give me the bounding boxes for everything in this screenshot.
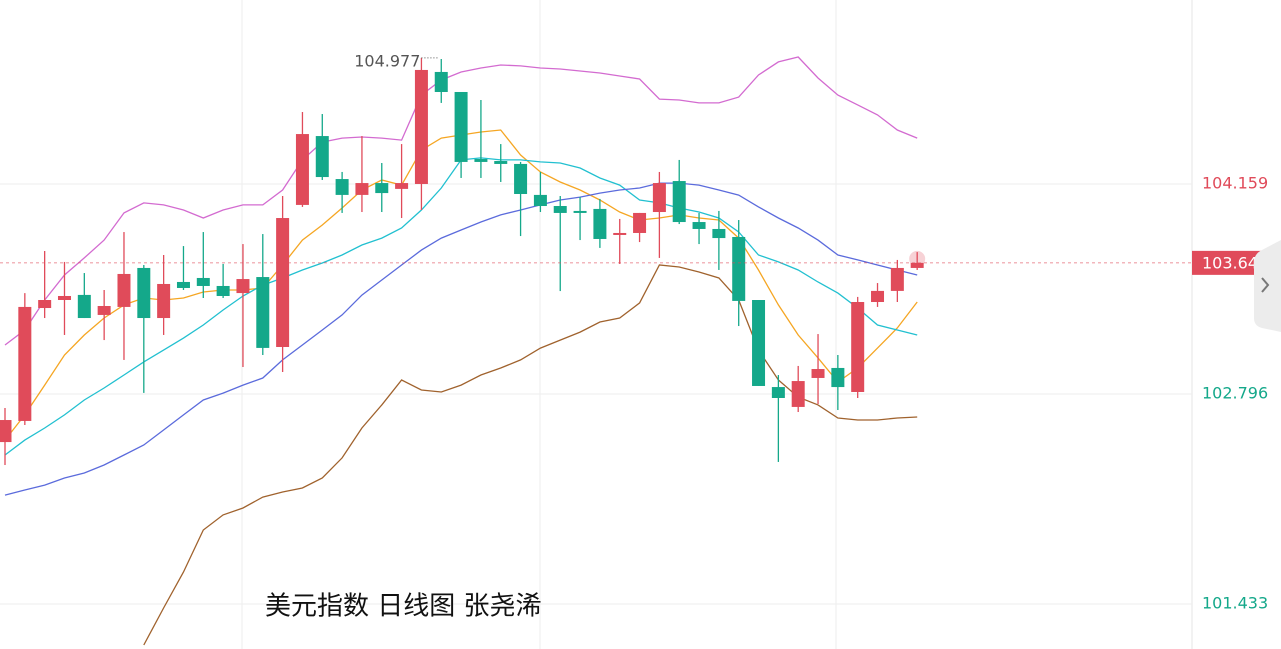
candle-body [454, 91, 468, 162]
candle-body [355, 183, 369, 195]
candle-body [752, 300, 766, 386]
candle-body [256, 277, 270, 348]
candle-body [414, 69, 428, 184]
candle-body [692, 222, 706, 229]
chart-title: 美元指数 日线图 张尧浠 [265, 592, 542, 622]
candle-body [117, 273, 131, 307]
candle-body [196, 277, 210, 286]
candle-body [57, 295, 71, 301]
candle-body [553, 206, 567, 213]
candle-body [276, 218, 290, 347]
candle-body [514, 163, 528, 194]
candle-body [157, 283, 171, 319]
candle-body [791, 381, 805, 407]
candle-body [434, 71, 448, 92]
candle-body [533, 194, 547, 207]
grid [0, 183, 1192, 605]
candle-body [593, 208, 607, 239]
candle-body [295, 134, 309, 205]
candle-body [613, 232, 627, 235]
candle-body [474, 159, 488, 162]
candle-body [652, 183, 666, 213]
candle-body [712, 228, 726, 239]
candle-body [38, 300, 52, 309]
last-price-glow [909, 250, 926, 267]
candle-body [335, 179, 349, 195]
last-price-label: 103.647 [1202, 253, 1268, 272]
candle-body [633, 212, 647, 233]
candle-body [97, 306, 111, 315]
candle-body [216, 285, 230, 296]
y-tick-label: 104.159 [1202, 173, 1268, 192]
candle-body [77, 294, 91, 319]
candle-body [236, 279, 250, 294]
candle-body [890, 267, 904, 291]
candle-body [851, 302, 865, 392]
indicator-lines [4, 56, 918, 646]
candle-body [732, 236, 746, 301]
y-tick-label: 101.433 [1202, 594, 1268, 613]
indicator-line [143, 264, 918, 646]
indicator-line [4, 56, 918, 346]
candle-body [831, 367, 845, 388]
vertical-grid [241, 0, 1193, 649]
expand-arrow[interactable] [1261, 277, 1270, 293]
candle-body [910, 262, 924, 268]
candle-body [375, 183, 389, 194]
indicator-line [4, 182, 918, 496]
candle-body [871, 290, 885, 303]
candle-body [176, 281, 190, 288]
y-tick-label: 102.796 [1202, 383, 1268, 402]
candles [0, 57, 924, 466]
candle-body [18, 306, 32, 421]
candle-body [137, 267, 151, 319]
candle-body [811, 369, 825, 378]
candle-body [771, 387, 785, 398]
candle-body [0, 420, 12, 443]
overlay: 104.977 103.647 [0, 51, 1275, 275]
candle-body [494, 161, 508, 164]
candle-body [672, 181, 686, 223]
candle-body [573, 210, 587, 213]
candle-body [315, 136, 329, 178]
candle-body [395, 183, 409, 189]
expand-button[interactable] [1254, 240, 1281, 332]
high-label: 104.977 [354, 51, 420, 70]
